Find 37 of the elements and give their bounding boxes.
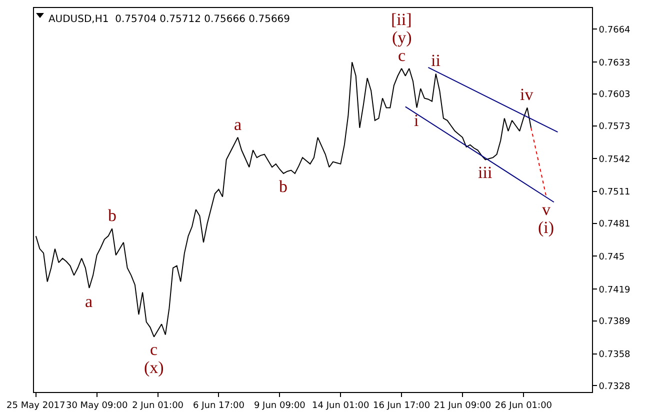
x-tick-label: 30 May 09:00 bbox=[66, 400, 128, 411]
annotation: c bbox=[150, 340, 158, 359]
x-tick-label: 6 Jun 17:00 bbox=[193, 400, 245, 411]
x-tick-label: 2 Jun 01:00 bbox=[132, 400, 184, 411]
x-tick-label: 14 Jun 01:00 bbox=[312, 400, 370, 411]
annotation: i bbox=[414, 111, 419, 130]
x-tick-label: 21 Jun 09:00 bbox=[434, 400, 492, 411]
y-tick-label: 0.7481 bbox=[598, 219, 630, 230]
annotation: v bbox=[542, 200, 551, 219]
x-tick-label: 26 Jun 01:00 bbox=[494, 400, 552, 411]
y-tick-label: 0.7328 bbox=[598, 382, 631, 392]
annotation: iv bbox=[520, 85, 534, 104]
x-tick-label: 16 Jun 17:00 bbox=[372, 400, 430, 411]
text: AUDUSD,H1 0.75704 0.75712 0.75666 0.75669 bbox=[48, 14, 290, 26]
y-tick-label: 0.7389 bbox=[598, 317, 631, 328]
y-tick-label: 0.7542 bbox=[598, 154, 630, 165]
annotation: (i) bbox=[538, 218, 554, 237]
y-tick-label: 0.7603 bbox=[598, 90, 630, 100]
x-tick-label: 25 May 2017 bbox=[6, 400, 66, 411]
annotation: b bbox=[108, 206, 116, 225]
annotation: ii bbox=[431, 51, 441, 70]
annotation: a bbox=[85, 292, 93, 311]
y-tick-label: 0.7419 bbox=[598, 285, 631, 296]
annotation: (y) bbox=[392, 28, 412, 47]
y-tick-label: 0.7358 bbox=[598, 350, 631, 360]
annotation: [ii] bbox=[391, 10, 412, 29]
annotation: b bbox=[279, 177, 288, 196]
y-tick-label: 0.7511 bbox=[598, 188, 630, 198]
annotation: iii bbox=[478, 163, 492, 182]
y-tick-label: 0.745 bbox=[598, 252, 625, 262]
y-tick-label: 0.7633 bbox=[598, 58, 630, 68]
y-tick-label: 0.7573 bbox=[598, 122, 630, 132]
y-tick-label: 0.7664 bbox=[598, 25, 631, 36]
annotation: c bbox=[398, 46, 406, 65]
annotation: (x) bbox=[144, 358, 164, 377]
x-tick-label: 9 Jun 09:00 bbox=[254, 400, 306, 411]
annotation: a bbox=[234, 115, 242, 134]
